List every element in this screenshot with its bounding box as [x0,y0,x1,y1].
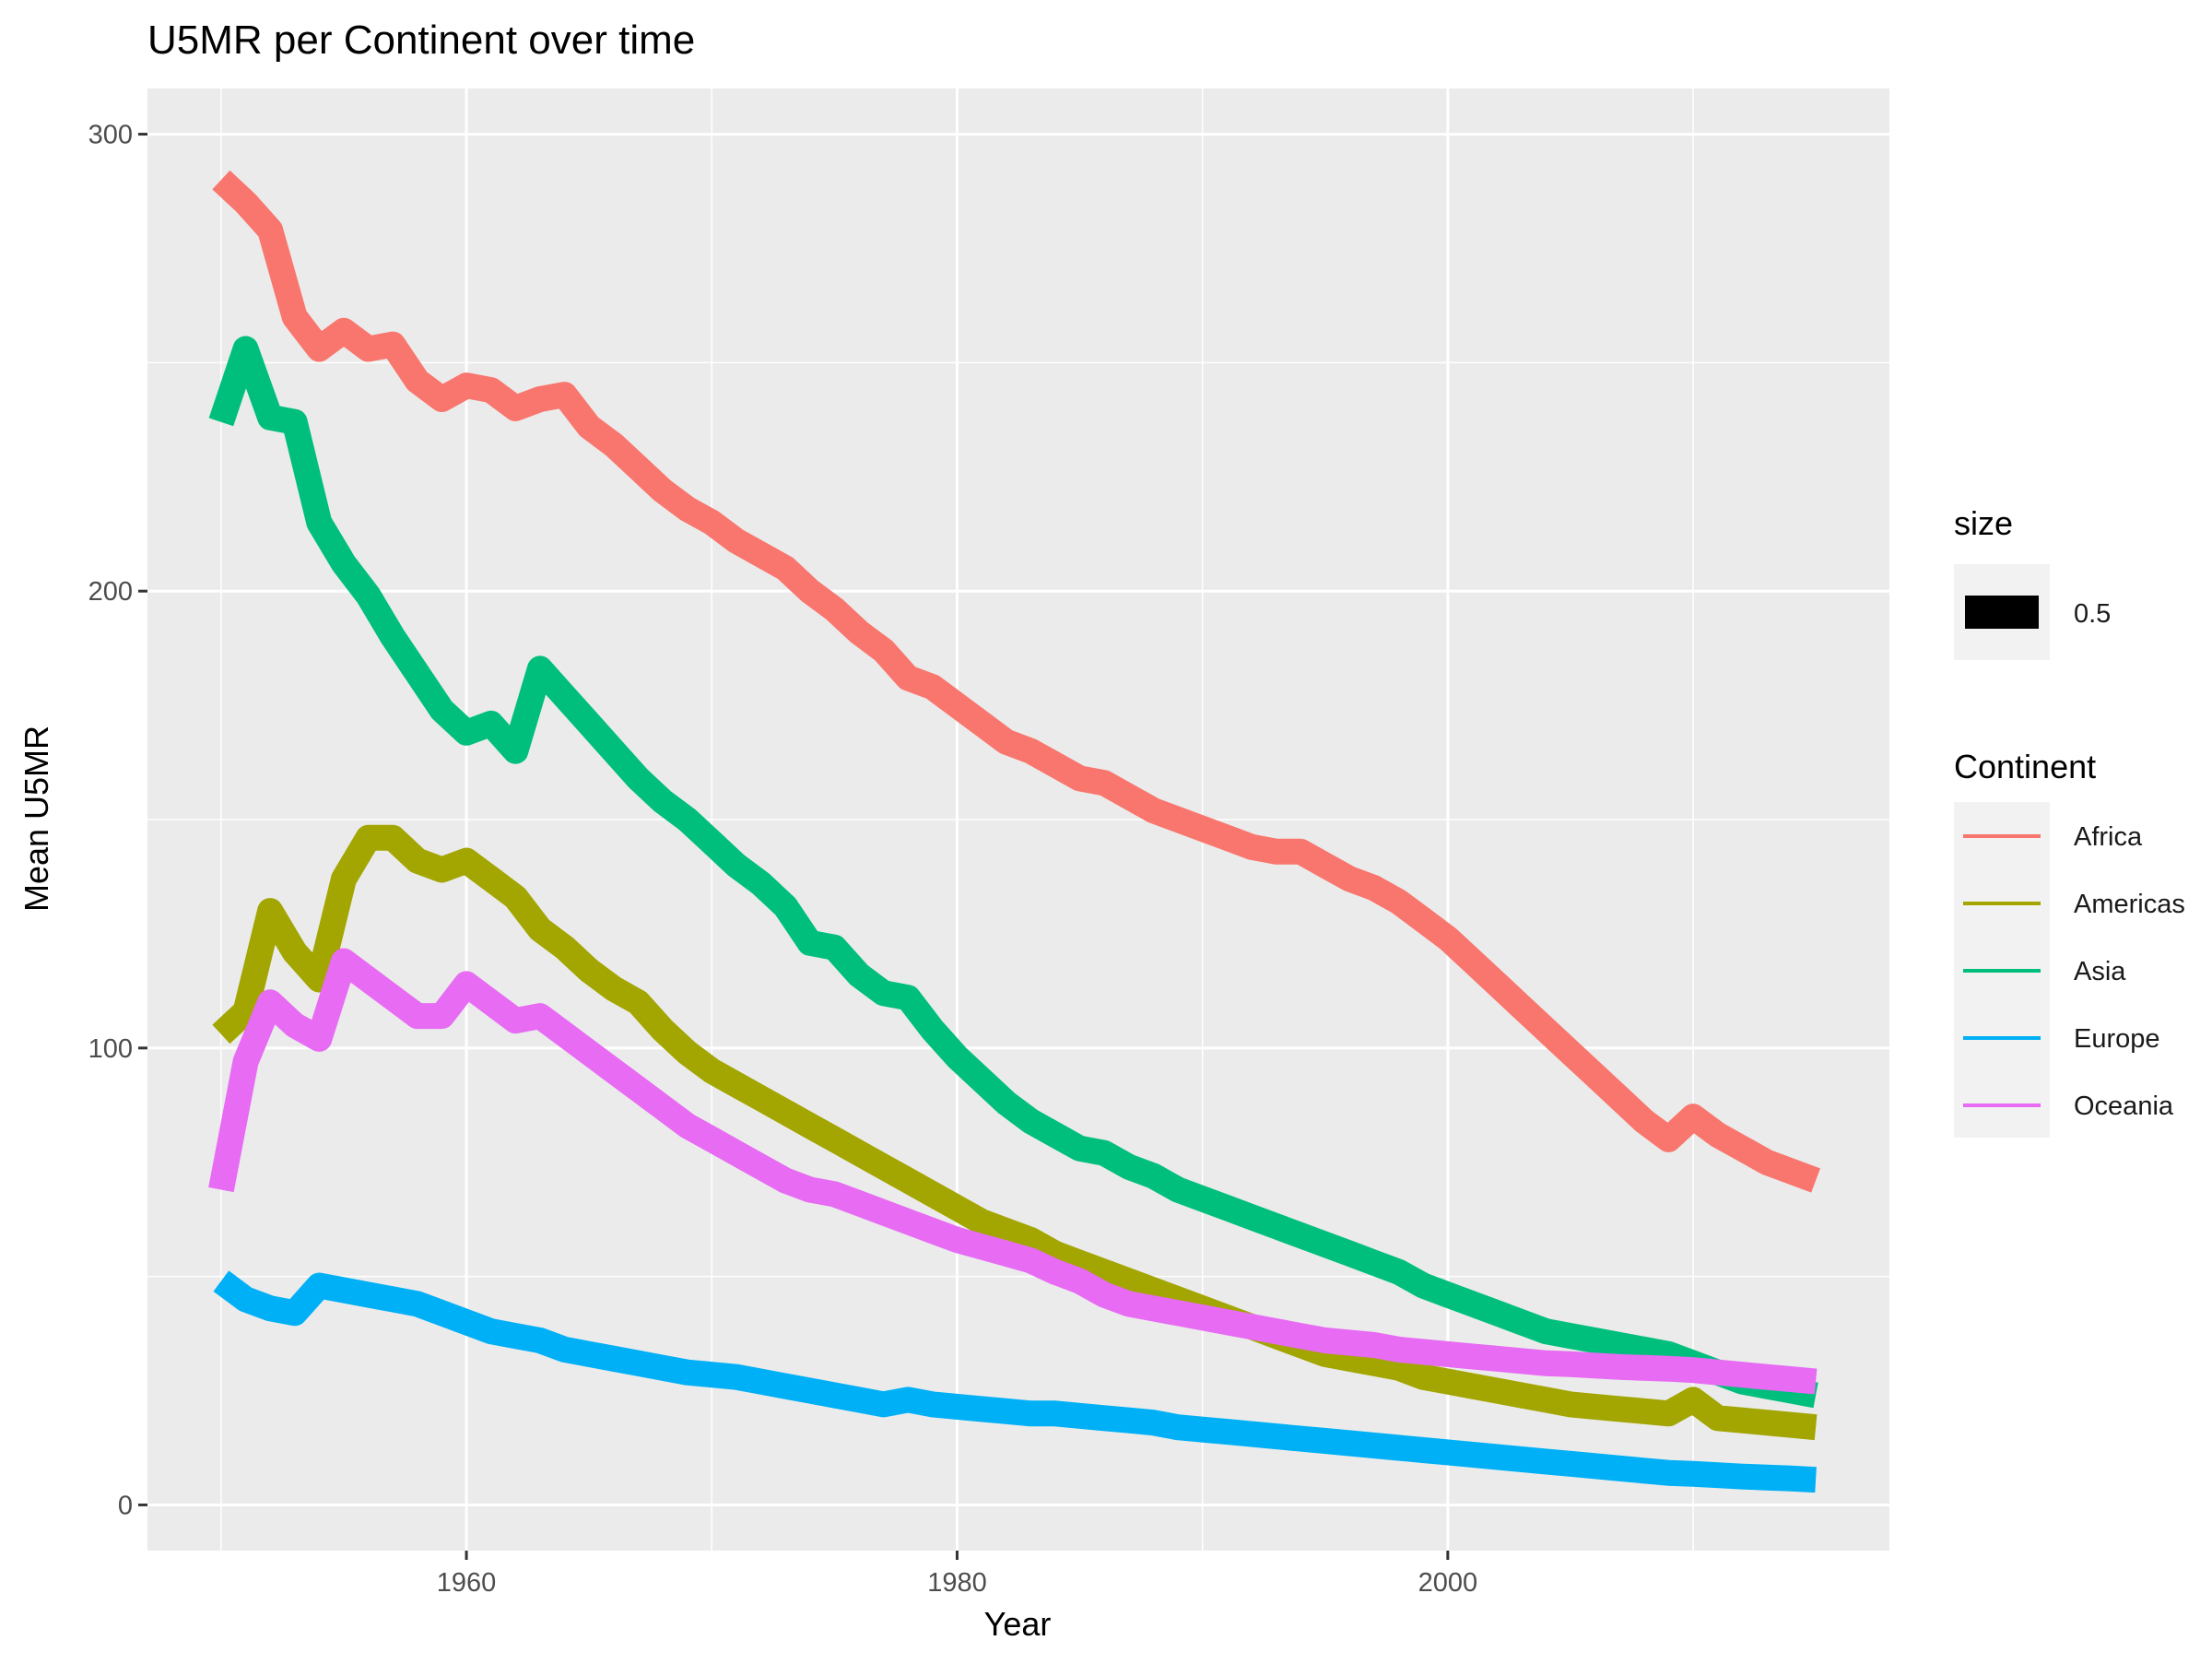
x-tick-label: 1960 [437,1568,497,1598]
x-tick-label: 1980 [927,1568,987,1598]
legend-label-europe: Europe [2074,1024,2160,1054]
grid-lines [147,89,1889,1551]
axes: 1960 1980 2000 0 100 200 300 [88,121,1477,1598]
y-axis-title: Mean U5MR [18,726,55,912]
legend-label-asia: Asia [2074,957,2126,986]
legend-label-oceania: Oceania [2074,1092,2174,1121]
color-legend-title: Continent [1954,748,2096,785]
series-line-asia [208,336,1818,1409]
y-tick-label: 200 [88,577,133,607]
legend-label-americas: Americas [2074,890,2185,919]
series-lines [208,170,1820,1493]
series-line-oceania [208,948,1818,1395]
y-tick-label: 100 [88,1034,133,1064]
x-tick-label: 2000 [1418,1568,1478,1598]
y-tick-label: 0 [118,1491,133,1520]
size-legend-swatch [1965,596,2039,629]
color-legend-items: Africa Americas Asia Europe Oceania [1963,822,2185,1121]
series-line-africa [212,170,1820,1193]
chart-title: U5MR per Continent over time [147,18,695,63]
x-axis-title: Year [984,1605,1052,1643]
series-line-europe [213,1270,1817,1493]
legend: size 0.5 Continent Africa Americas Asia Eur… [1954,504,2185,1138]
legend-label-africa: Africa [2074,822,2143,852]
y-tick-label: 300 [88,121,133,150]
series-line-americas [212,824,1818,1441]
size-legend-title: size [1954,504,2013,542]
size-legend-label: 0.5 [2074,599,2111,629]
